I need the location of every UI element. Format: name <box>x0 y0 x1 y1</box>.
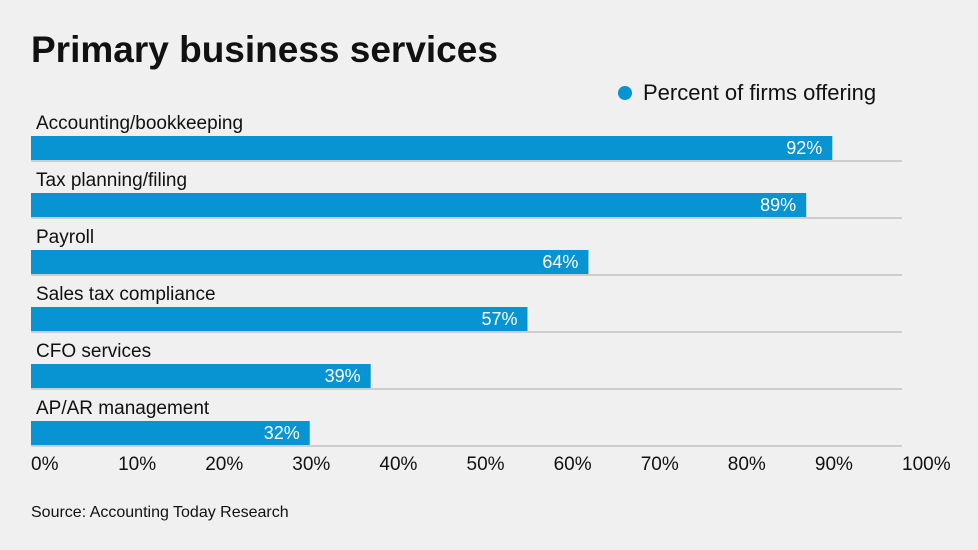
chart-title: Primary business services <box>31 29 498 70</box>
bar <box>31 364 371 388</box>
value-label: 57% <box>481 309 517 329</box>
x-tick-label: 50% <box>467 454 505 475</box>
x-tick-label: 100% <box>902 454 951 475</box>
x-tick-label: 60% <box>554 454 592 475</box>
x-tick-label: 10% <box>118 454 156 475</box>
value-label: 64% <box>542 252 578 272</box>
bar <box>31 136 833 160</box>
category-label: Payroll <box>36 227 94 248</box>
value-label: 89% <box>760 195 796 215</box>
x-tick-label: 40% <box>379 454 417 475</box>
value-label: 39% <box>325 366 361 386</box>
bar <box>31 307 528 331</box>
x-tick-label: 20% <box>205 454 243 475</box>
source: Source: Accounting Today Research <box>31 504 289 521</box>
legend-label: Percent of firms offering <box>643 80 876 105</box>
bar <box>31 193 807 217</box>
category-label: Accounting/bookkeeping <box>36 113 243 134</box>
value-label: 32% <box>264 423 300 443</box>
value-label: 92% <box>786 138 822 158</box>
category-label: AP/AR management <box>36 398 210 419</box>
bar <box>31 250 589 274</box>
bar <box>31 421 310 445</box>
x-tick-label: 30% <box>292 454 330 475</box>
legend-marker <box>618 86 632 100</box>
x-tick-label: 80% <box>728 454 766 475</box>
category-label: CFO services <box>36 341 151 362</box>
x-tick-label: 90% <box>815 454 853 475</box>
x-tick-label: 70% <box>641 454 679 475</box>
category-label: Sales tax compliance <box>36 284 216 305</box>
x-tick-label: 0% <box>31 454 59 475</box>
category-label: Tax planning/filing <box>36 170 187 191</box>
